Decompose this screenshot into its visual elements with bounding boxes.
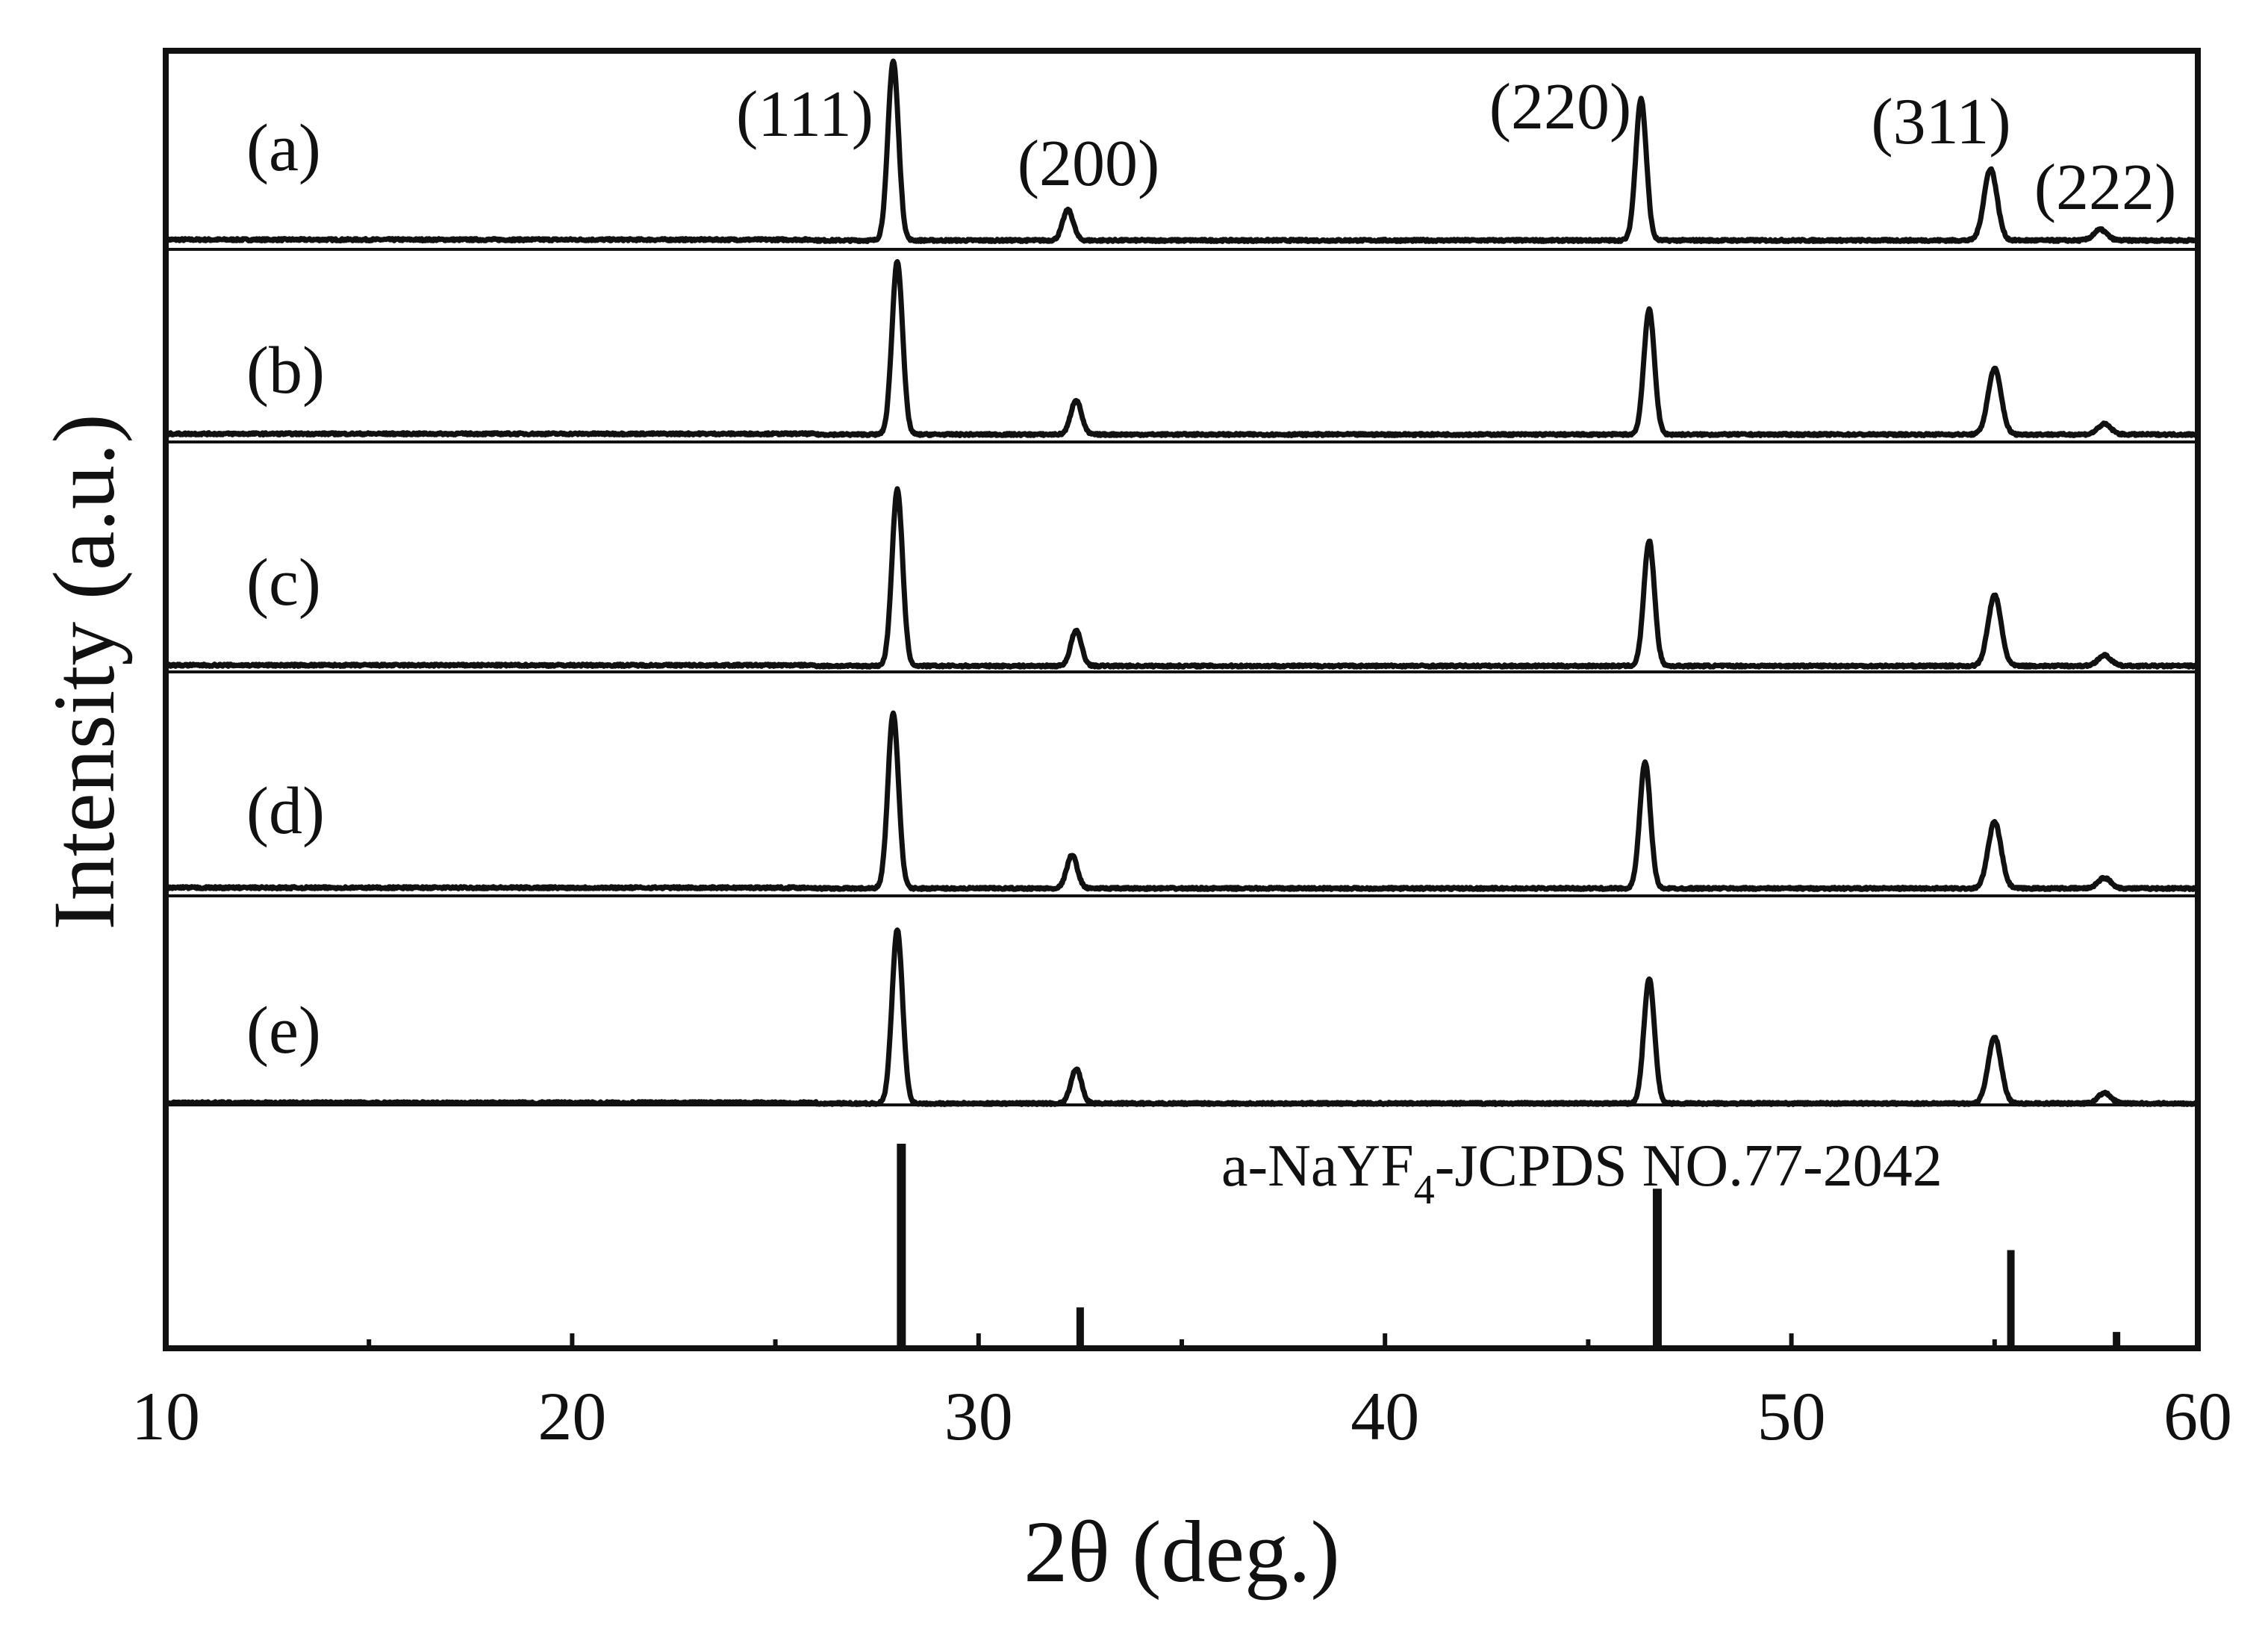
trace-label-d: (d) (246, 774, 325, 848)
series-line-e (163, 927, 2200, 1107)
trace-label-e: (e) (246, 994, 321, 1068)
series-line-b (163, 259, 2200, 438)
x-tick-label: 20 (538, 1378, 606, 1454)
series-line-c (163, 486, 2200, 670)
peak-labels: (111) (200) (220) (311) (222) (736, 71, 2176, 224)
trace-label-b: (b) (246, 334, 325, 408)
y-axis-label: Intensity (a.u.) (35, 414, 133, 929)
x-axis-label: 2θ (deg.) (1024, 1503, 1340, 1601)
x-tick-label: 40 (1350, 1378, 1419, 1454)
x-tick-label: 10 (131, 1378, 200, 1454)
series-line-a (163, 58, 2200, 244)
peak-label: (311) (1871, 86, 2010, 158)
reference-label: a-NaYF4-JCPDS NO.77-2042 (1221, 1133, 1943, 1213)
trace-label-c: (c) (246, 546, 321, 620)
peak-label: (222) (2034, 152, 2177, 224)
x-tick-label: 50 (1757, 1378, 1826, 1454)
x-tick-label: 60 (2163, 1378, 2232, 1454)
trace-labels: (a) (b) (c) (d) (e) (246, 111, 325, 1068)
xrd-traces (163, 58, 2200, 1107)
trace-label-a: (a) (246, 111, 321, 185)
x-tick-label: 30 (944, 1378, 1013, 1454)
peak-label: (111) (736, 78, 873, 151)
peak-label: (220) (1489, 71, 1632, 143)
reference-pattern (897, 1144, 2121, 1348)
peak-label: (200) (1018, 128, 1160, 200)
x-axis-ticks: 10 20 30 40 50 60 (131, 1333, 2232, 1454)
series-line-d (163, 710, 2200, 892)
